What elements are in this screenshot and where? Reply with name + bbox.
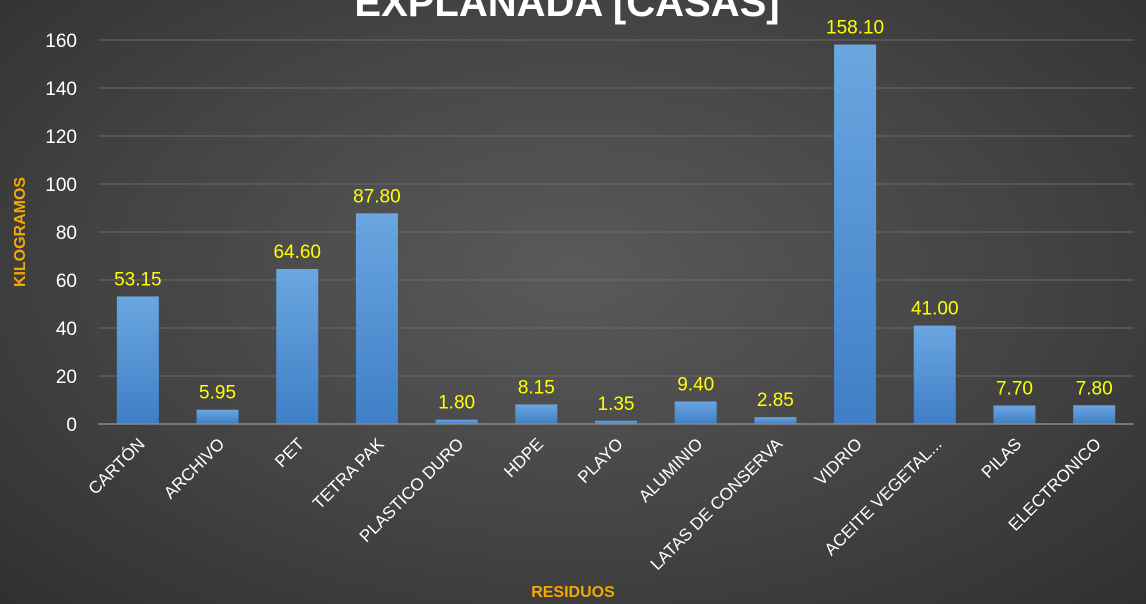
bar	[515, 404, 558, 424]
data-label: 5.95	[199, 383, 236, 404]
x-tick-label: VIDRIO	[811, 434, 866, 489]
x-tick-label: ARCHIVO	[160, 434, 228, 502]
data-label: 158.10	[826, 18, 884, 39]
y-tick-label: 140	[45, 79, 77, 100]
data-label: 87.80	[353, 186, 401, 207]
data-label: 1.35	[598, 394, 635, 415]
bar	[116, 296, 159, 424]
bar	[913, 325, 956, 424]
bar	[196, 409, 239, 424]
bar	[355, 213, 398, 424]
data-label: 41.00	[911, 299, 959, 320]
y-axis-ticks: 0 20 40 60 80 100 120 140 160	[45, 31, 77, 436]
data-label: 8.15	[518, 377, 555, 398]
y-tick-label: 0	[66, 415, 77, 436]
bar	[1073, 405, 1116, 424]
y-tick-label: 120	[45, 127, 77, 148]
gridlines	[98, 39, 1134, 377]
x-tick-label: HDPE	[500, 434, 547, 481]
data-label: 9.40	[677, 374, 714, 395]
y-tick-label: 160	[45, 31, 77, 52]
data-label: 64.60	[273, 242, 321, 263]
data-label: 2.85	[757, 390, 794, 411]
data-label: 53.15	[114, 269, 162, 290]
bar	[754, 417, 797, 424]
data-label: 7.70	[996, 379, 1033, 400]
x-tick-label: CARTÓN	[85, 434, 149, 498]
x-tick-label: PILAS	[978, 434, 1026, 482]
chart-title: EXPLANADA [CASAS]	[354, 0, 779, 25]
bar	[435, 419, 478, 424]
x-tick-label: LATAS DE CONSERVA	[647, 434, 787, 574]
y-tick-label: 100	[45, 175, 77, 196]
data-labels: 53.15 5.95 64.60 87.80 1.80 8.15 1.35 9.40 2.85 1…	[114, 18, 1113, 415]
bar	[276, 268, 319, 424]
bar	[674, 401, 717, 424]
y-tick-label: 80	[56, 223, 77, 244]
y-tick-label: 60	[56, 271, 77, 292]
x-axis-label: RESIDUOS	[531, 584, 615, 601]
x-tick-label: ALUMINIO	[635, 434, 707, 506]
data-label: 7.80	[1076, 378, 1113, 399]
bars	[116, 44, 1116, 425]
y-axis-label: KILOGRAMOS	[12, 177, 29, 288]
x-tick-label: TETRA PAK	[309, 434, 388, 513]
bar	[834, 44, 877, 425]
x-tick-label: PET	[271, 434, 308, 471]
y-tick-label: 20	[56, 367, 77, 388]
bar	[595, 420, 637, 424]
x-tick-label: PLAYO	[574, 434, 627, 487]
y-tick-label: 40	[56, 319, 77, 340]
data-label: 1.80	[438, 393, 475, 414]
bar	[993, 405, 1036, 424]
